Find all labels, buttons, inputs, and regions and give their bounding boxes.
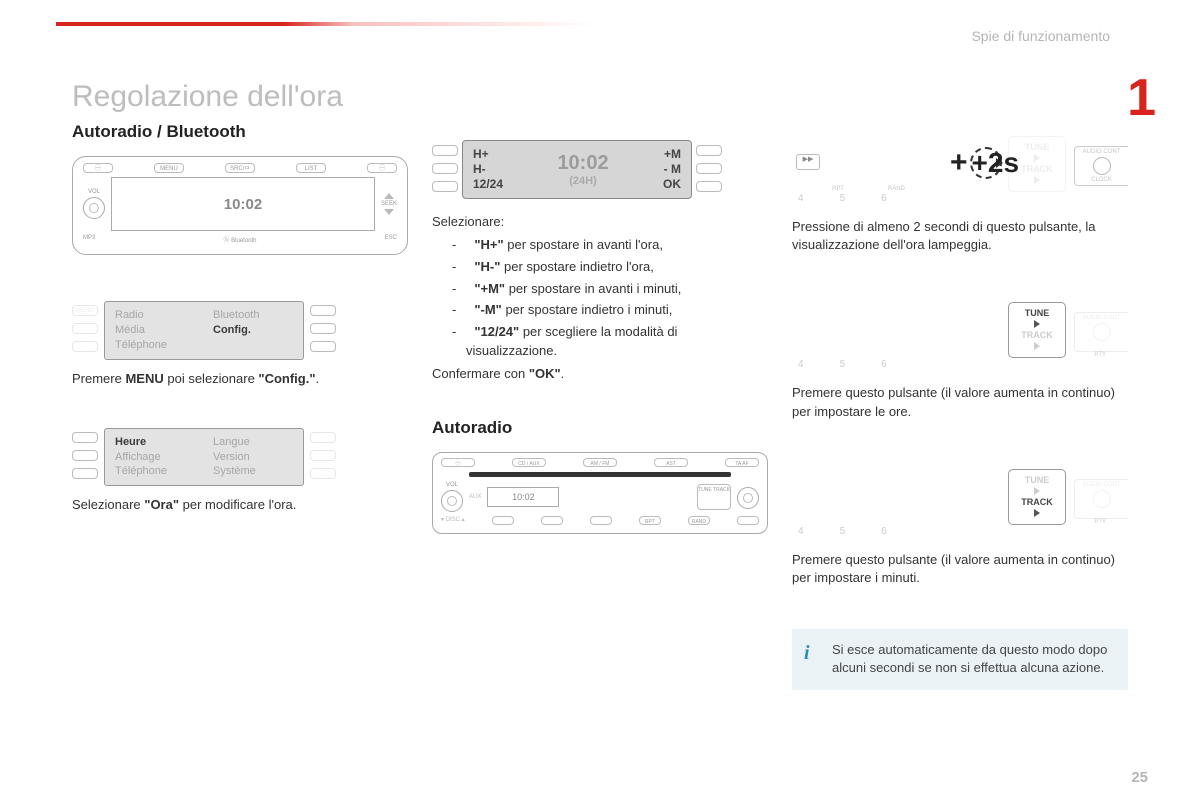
time-left-labels: H+H-12/24	[473, 147, 503, 192]
menu-lcd: Radio Bluetooth Média Config. Téléphone	[104, 301, 304, 360]
radio2-illustration: ㊀ CD / AUX AM / FM AST TA AF VOL AUX 10:…	[432, 452, 768, 534]
radio-btn-src: SRC/ㅁ	[225, 163, 255, 173]
closeup-set-minutes: 456 PTY TUNE TRACK AUDIO CONT	[792, 461, 1128, 539]
seek-down-icon	[384, 209, 394, 215]
radio-unit-illustration: ㊀ MENU SRC/ㅁ LIST ㊀ VOL 10:02 SEEK MP3 ⓑ…	[72, 156, 408, 255]
page-title: Regolazione dell'ora	[72, 80, 408, 114]
ghost-buttons-left: MENU	[72, 305, 98, 355]
seek-up-icon	[384, 193, 394, 199]
ghost-buttons-right	[310, 432, 336, 482]
menu-item: Langue	[213, 435, 293, 450]
menu-item: Bluetooth	[213, 308, 293, 323]
subhead-autoradio: Autoradio	[432, 418, 768, 438]
esc-label: ESC	[385, 235, 397, 244]
bt-label: ⓑ Bluetooth	[223, 235, 256, 244]
time-display: 10:02	[519, 152, 647, 175]
caption-select-ora: Selezionare "Ora" per modificare l'ora.	[72, 496, 408, 514]
selection-instructions: Selezionare: "H+" per spostare in avanti…	[432, 213, 768, 384]
press-2s-overlay-icon: + +2s	[950, 146, 1019, 180]
seek-buttons: SEEK	[381, 193, 397, 215]
vol-label: VOL	[88, 189, 100, 195]
cd-slot-icon	[469, 472, 731, 477]
seek-label: SEEK	[381, 201, 397, 207]
radio-btn: ㊀	[367, 163, 397, 173]
caption-press-2s: Pressione di almeno 2 secondi di questo …	[792, 218, 1128, 254]
menu-lcd-heure: Heure Langue Affichage Version Téléphone…	[104, 428, 304, 487]
radio-btn-menu: MENU	[154, 163, 184, 173]
time-right-labels: +M- MOK	[663, 147, 681, 192]
menu-item: Radio	[115, 308, 195, 323]
accent-bar	[56, 22, 596, 26]
closeup-set-hours: 456 PTY TUNE TRACK AUDIO CONT	[792, 294, 1128, 372]
time-lcd-illustration: H+H-12/24 10:02 (24H) +M- MOK	[432, 140, 768, 199]
side-buttons-left	[72, 432, 98, 482]
radio-btn-list: LIST	[296, 163, 326, 173]
radio-btn: ㊀	[83, 163, 113, 173]
audio-cont-button: AUDIO CONT	[1074, 479, 1128, 519]
time-format: (24H)	[519, 175, 647, 187]
menu-item: Téléphone	[115, 338, 195, 353]
content-columns: Regolazione dell'ora Autoradio / Bluetoo…	[72, 80, 1128, 750]
column-right: ▶▶ 456 RPT RAND TUNE TRACK AUDIO CONT CL…	[792, 80, 1128, 750]
volume-knob-icon	[83, 197, 105, 219]
menu-item: Version	[213, 450, 293, 465]
menu-screen-heure: Heure Langue Affichage Version Téléphone…	[72, 428, 408, 487]
menu-item: Affichage	[115, 450, 195, 465]
menu-item: Système	[213, 464, 293, 479]
chapter-number: 1	[1127, 68, 1156, 128]
mp3-label: MP3	[83, 235, 95, 244]
caption-set-minutes: Premere questo pulsante (il valore aumen…	[792, 551, 1128, 587]
menu-item: Téléphone	[115, 464, 195, 479]
audio-cont-button: AUDIO CONT CLOCK	[1074, 146, 1128, 186]
tune-button-hours: TUNE TRACK	[1008, 302, 1066, 358]
info-note: i Si esce automaticamente da questo modo…	[792, 629, 1128, 689]
section-header: Spie di funzionamento	[971, 28, 1110, 44]
column-left: Regolazione dell'ora Autoradio / Bluetoo…	[72, 80, 408, 750]
page-number: 25	[1131, 769, 1148, 786]
radio2-display: 10:02	[487, 487, 559, 507]
subtitle-autoradio-bt: Autoradio / Bluetooth	[72, 122, 408, 142]
menu-item-highlighted: Heure	[115, 435, 195, 450]
radio-display: 10:02	[111, 177, 375, 231]
side-buttons-right	[310, 305, 336, 355]
tune-track-btn: TUNE TRACK	[697, 484, 731, 510]
info-icon: i	[804, 639, 810, 667]
audio-cont-button: AUDIO CONT	[1074, 312, 1128, 352]
track-button-minutes: TUNE TRACK	[1008, 469, 1066, 525]
menu-screen-config: MENU Radio Bluetooth Média Config. Télép…	[72, 301, 408, 360]
caption-set-hours: Premere questo pulsante (il valore aumen…	[792, 384, 1128, 420]
closeup-press-2s: ▶▶ 456 RPT RAND TUNE TRACK AUDIO CONT CL…	[792, 128, 1128, 206]
menu-item: Média	[115, 323, 195, 338]
caption-menu-config: Premere MENU poi selezionare "Config.".	[72, 370, 408, 388]
menu-item-highlighted: Config.	[213, 323, 293, 338]
column-center: H+H-12/24 10:02 (24H) +M- MOK Selezionar…	[432, 80, 768, 750]
